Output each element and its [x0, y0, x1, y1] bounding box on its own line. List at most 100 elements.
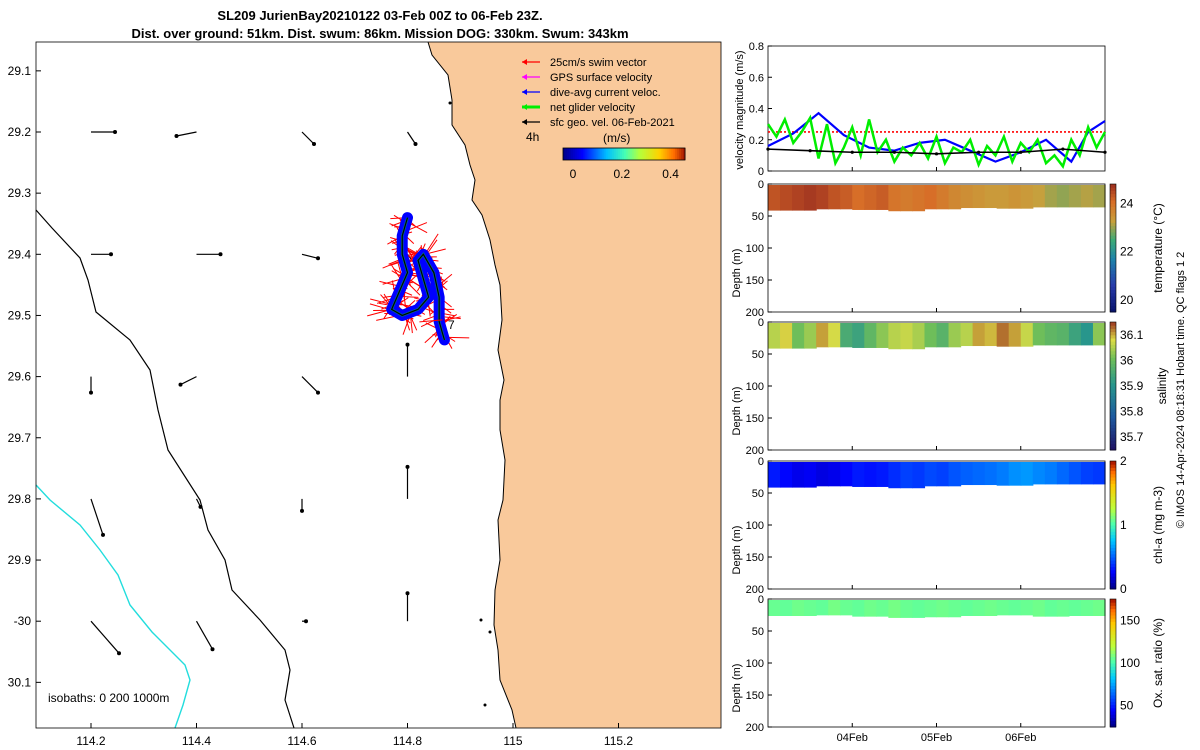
heatmap-cell: [1044, 185, 1058, 208]
colorbar-cell: [1110, 720, 1116, 725]
heatmap-cell: [888, 323, 901, 350]
geo-vector-head: [113, 130, 117, 134]
heatmap-cell: [960, 185, 974, 209]
heatmap-cell: [960, 323, 974, 347]
heatmap-cell: [1080, 600, 1094, 616]
heatmap-cell: [804, 462, 817, 488]
colorbar-cell: [1110, 187, 1116, 191]
map-ytick-label: 29.2: [8, 125, 32, 139]
heatmap-cell: [864, 462, 877, 487]
colorbar-cell: [1110, 357, 1116, 361]
end-swim-vector: [419, 319, 443, 323]
heatmap-cell: [984, 185, 998, 209]
geo-vector-head: [304, 619, 308, 624]
heatmap-cell: [768, 462, 781, 488]
colorbar-cell: [1110, 723, 1116, 728]
colorbar-tick-label: 35.9: [1120, 379, 1144, 393]
colorbar-cell: [1110, 675, 1116, 680]
colorbar-frame: [1109, 183, 1117, 313]
heatmap-ytick-label: 0: [758, 317, 764, 329]
heatmap-ytick-label: 150: [746, 413, 764, 425]
heatmap-cell: [912, 600, 926, 618]
colorbar-cell: [1110, 512, 1116, 516]
heatmap-ytick-label: 100: [746, 381, 764, 393]
colorbar-cell: [1110, 344, 1116, 349]
heatmap-cell: [936, 185, 950, 210]
heatmap-ytick-label: 200: [746, 722, 764, 734]
isobath-200m: [35, 209, 295, 729]
island-dot: [479, 618, 483, 622]
heatmap-cell: [1080, 323, 1094, 346]
map-ytick-label: 29.8: [8, 492, 32, 506]
map-xtick-label: 114.2: [76, 734, 105, 748]
speed-colorbar-cell: [611, 148, 615, 160]
heatmap-cell: [1044, 600, 1058, 617]
colorbar-cell: [1110, 611, 1116, 616]
heatmap-cell: [960, 600, 974, 616]
speed-colorbar-cell: [676, 148, 680, 160]
colorbar-cell: [1110, 331, 1116, 336]
colorbar-cell: [1110, 427, 1116, 432]
heatmap-cell: [1020, 600, 1034, 616]
heatmap-cell: [948, 185, 962, 210]
colorbar-cell: [1110, 531, 1116, 536]
colorbar-cell: [1110, 411, 1116, 416]
colorbar-cell: [1110, 711, 1116, 715]
heatmap-cell: [996, 462, 1010, 486]
velocity-point: [977, 150, 981, 154]
heatmap-cell: [852, 462, 865, 487]
colorbar-label: chl-a (mg m-3): [1151, 486, 1165, 564]
colorbar-cell: [1110, 232, 1116, 236]
heatmap-cell: [864, 600, 877, 617]
colorbar-cell: [1110, 437, 1116, 441]
speed-colorbar-cell: [587, 148, 590, 160]
heatmap-ytick-label: 200: [746, 307, 764, 319]
geo-vector-head: [413, 142, 418, 146]
heatmap-cell: [996, 185, 1010, 209]
colorbar-cell: [1110, 499, 1116, 504]
map-xtick-label: 115.2: [604, 734, 633, 748]
heatmap-cell: [1008, 462, 1022, 486]
heatmap-ytick-label: 50: [752, 626, 764, 638]
colorbar-cell: [1110, 418, 1116, 422]
colorbar-cell: [1110, 392, 1116, 397]
colorbar-cell: [1110, 682, 1116, 686]
colorbar-cell: [1110, 203, 1116, 207]
heatmap-cell: [948, 323, 962, 348]
speed-colorbar-tick: 0: [570, 167, 577, 181]
velocity-ylabel: velocity magnitude (m/s): [734, 50, 746, 169]
heatmap-cell: [816, 462, 829, 487]
heatmap-ytick-label: 100: [746, 658, 764, 670]
map-ytick-label: 29.5: [8, 308, 32, 322]
heatmap-cell: [996, 600, 1010, 616]
colorbar-cell: [1110, 370, 1116, 374]
geo-vector: [407, 131, 416, 145]
speed-colorbar-cell: [577, 148, 580, 160]
legend-label: sfc geo. vel. 06-Feb-2021: [550, 117, 675, 129]
speed-colorbar-cell: [642, 148, 645, 160]
speed-colorbar-cell: [603, 148, 607, 160]
colorbar-cell: [1110, 251, 1116, 255]
colorbar-cell: [1110, 560, 1116, 564]
speed-colorbar-cell: [563, 148, 566, 160]
heatmap-cell: [828, 462, 841, 487]
colorbar-cell: [1110, 505, 1116, 510]
heatmap-cell: [912, 185, 926, 212]
colorbar-cell: [1110, 296, 1116, 300]
map-ytick-label: -30: [14, 614, 32, 628]
speed-colorbar-cell: [656, 148, 660, 160]
legend-arrowhead: [522, 59, 527, 65]
colorbar-cell: [1110, 286, 1116, 291]
colorbar-cell: [1110, 637, 1116, 642]
colorbar-cell: [1110, 541, 1116, 545]
speed-colorbar-cell: [670, 148, 674, 160]
heatmap-cell: [1068, 185, 1082, 208]
colorbar-cell: [1110, 325, 1116, 329]
speed-colorbar-cell: [601, 148, 605, 160]
heatmap-cell: [876, 323, 889, 348]
heatmap-cell: [972, 600, 986, 616]
colorbar-frame: [1109, 460, 1117, 590]
speed-colorbar-frame: [562, 147, 686, 161]
heatmap-cell: [840, 600, 853, 616]
